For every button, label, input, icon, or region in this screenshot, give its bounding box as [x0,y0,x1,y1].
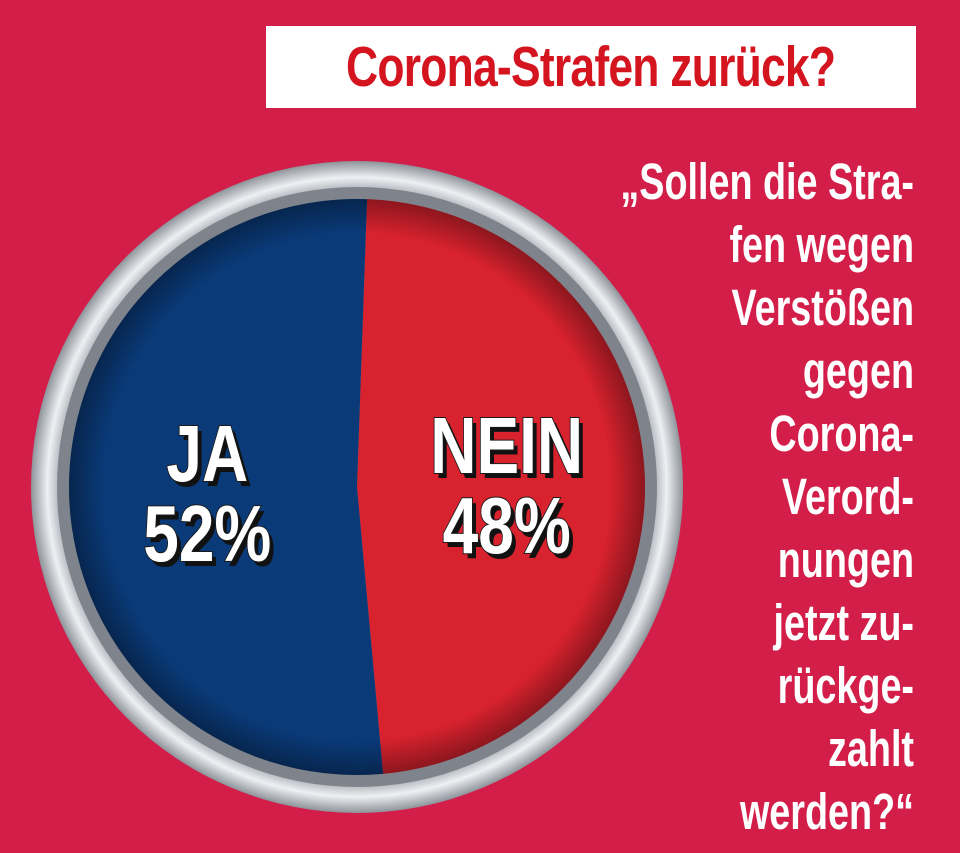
question-line: werden?“ [739,783,914,840]
svg-text:48%: 48% [443,481,571,570]
svg-text:JA: JA [170,414,252,503]
slice-value-nein: 48%48% [442,480,575,575]
poll-question: „Sollen die Stra- fen wegen Verstößen ge… [514,150,914,843]
question-line: nungen [777,531,914,588]
question-line: Corona- [769,405,914,462]
svg-text:JA: JA [166,409,248,498]
svg-text:NEIN: NEIN [434,406,587,495]
question-line: „Sollen die Stra- [620,153,914,210]
question-line: gegen [802,342,914,399]
question-line: Verstößen [731,279,914,336]
chart-title: Corona-Strafen zurück? [346,34,836,99]
question-line: rückge- [777,657,914,714]
svg-text:52%: 52% [147,494,275,583]
svg-text:NEIN: NEIN [430,401,583,490]
svg-text:52%: 52% [143,489,271,578]
question-line: fen wegen [729,216,914,273]
title-box: Corona-Strafen zurück? [266,26,916,108]
question-line: zahlt [828,720,914,777]
question-line: Verord- [781,468,914,525]
question-line: jetzt zu- [773,594,914,651]
svg-text:48%: 48% [447,486,575,575]
slice-value-ja: 52%52% [142,489,275,584]
